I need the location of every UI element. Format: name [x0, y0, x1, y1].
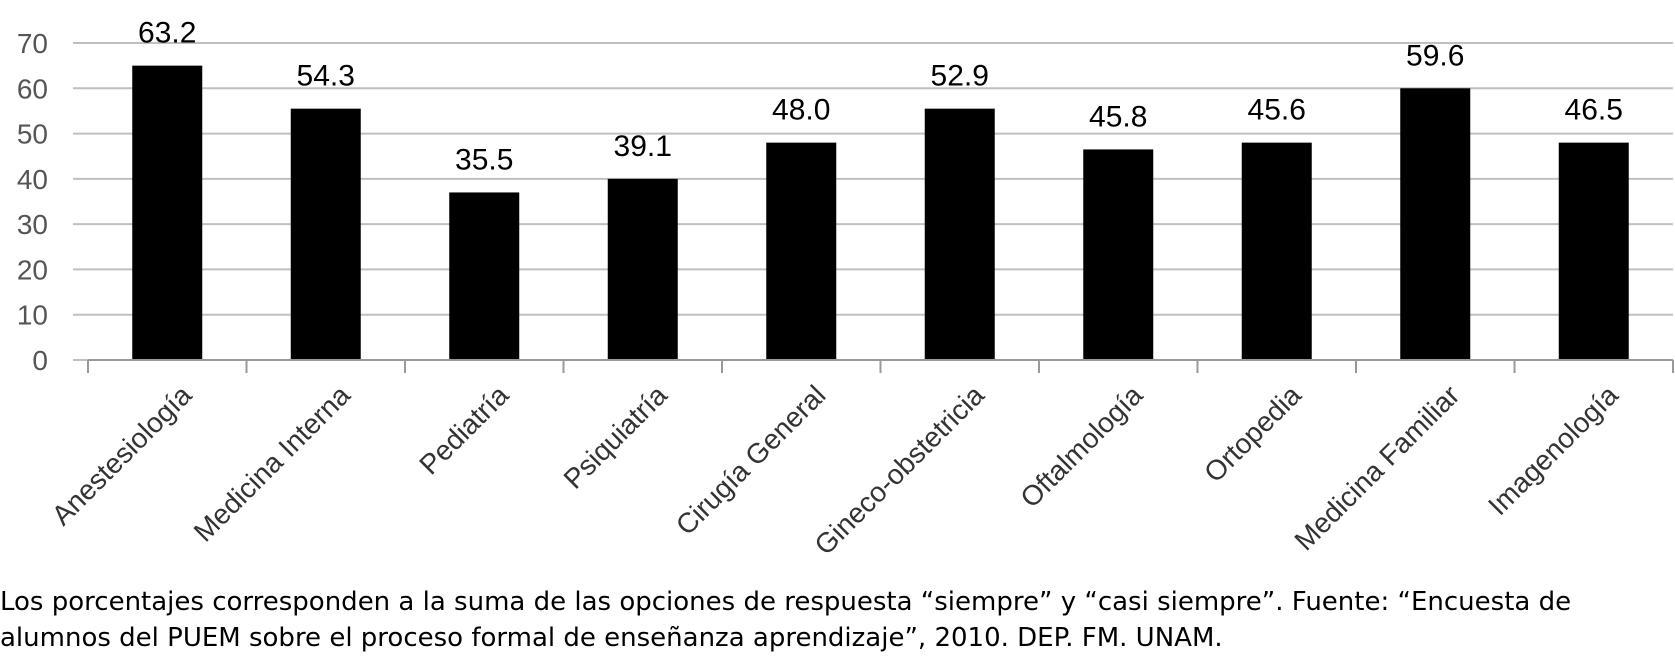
bar-4: [766, 142, 837, 360]
y-tick-label: 60: [17, 73, 48, 104]
x-tick-label: Anestesiología: [46, 379, 198, 531]
y-tick-label: 0: [32, 345, 48, 376]
data-label: 46.5: [1565, 94, 1623, 127]
x-tick-label: Cirugía General: [670, 379, 832, 541]
bar-chart: 0 10 20 30 40 50 60 70 63.2 54.3 35.5 39.1 48.0 52.9…: [17, 17, 1674, 560]
y-tick-label: 50: [17, 119, 48, 150]
bar-9: [1558, 142, 1629, 360]
y-axis: 0 10 20 30 40 50 60 70: [17, 28, 48, 376]
x-tick-label: Imagenología: [1482, 379, 1624, 521]
data-label: 59.6: [1406, 39, 1464, 72]
bar-3: [607, 178, 678, 360]
bar-8: [1400, 88, 1471, 361]
data-labels: 63.2 54.3 35.5 39.1 48.0 52.9 45.8 45.6 59.6 46.5: [138, 17, 1623, 177]
x-tick-label: Gineco-obstetricia: [809, 379, 991, 560]
y-tick-label: 30: [17, 209, 48, 240]
x-tick-label: Medicina Familiar: [1288, 379, 1465, 556]
bar-1: [290, 108, 361, 361]
data-label: 45.8: [1089, 100, 1147, 133]
y-tick-label: 20: [17, 254, 48, 285]
bars: [132, 65, 1629, 361]
data-label: 52.9: [931, 60, 989, 93]
x-tick-label: Oftalmología: [1014, 379, 1148, 513]
bar-6: [1083, 149, 1154, 360]
x-tick-label: Ortopedia: [1198, 379, 1307, 488]
bar-5: [924, 108, 995, 361]
bar-7: [1241, 142, 1312, 360]
figure-caption: Los porcentajes corresponden a la suma d…: [0, 587, 1572, 653]
x-tick-label: Psiquiatría: [558, 379, 674, 495]
data-label: 45.6: [1248, 94, 1306, 127]
data-label: 48.0: [772, 94, 830, 127]
x-tick-label: Pediatría: [413, 379, 514, 480]
y-tick-label: 10: [17, 300, 48, 331]
bar-0: [132, 65, 203, 361]
y-tick-label: 40: [17, 164, 48, 195]
data-label: 35.5: [455, 143, 513, 176]
y-tick-label: 70: [17, 28, 48, 59]
bar-2: [449, 192, 520, 360]
x-tick-label: Medicina Interna: [188, 379, 357, 548]
data-label: 63.2: [138, 17, 196, 50]
data-label: 54.3: [297, 60, 355, 93]
data-label: 39.1: [614, 130, 672, 163]
